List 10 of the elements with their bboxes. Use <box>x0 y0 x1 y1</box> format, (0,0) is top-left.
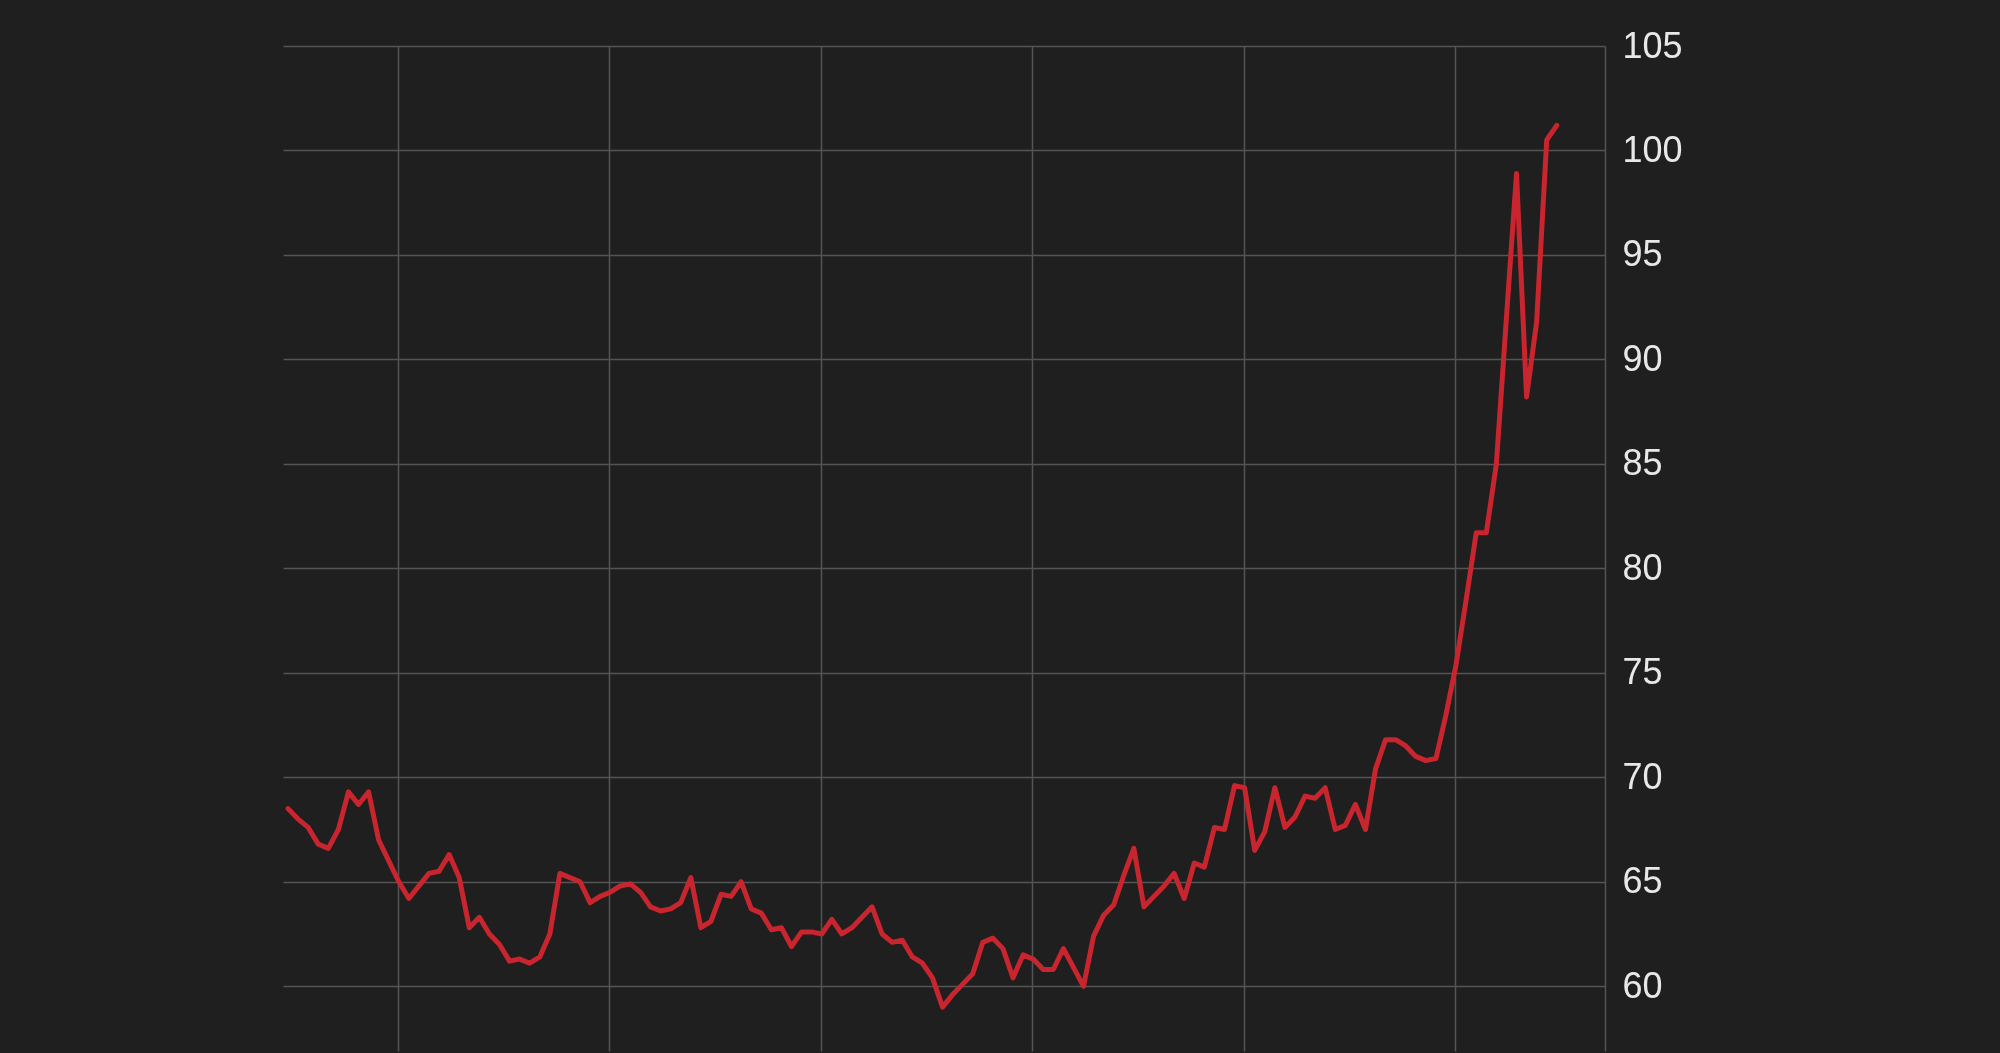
y-tick-label: 105 <box>1622 24 1683 66</box>
y-tick-label: 60 <box>1622 964 1663 1006</box>
y-tick-label: 85 <box>1622 442 1663 484</box>
y-tick-label: 75 <box>1622 651 1663 693</box>
y-tick-label: 65 <box>1622 860 1663 902</box>
y-tick-label: 70 <box>1622 755 1663 797</box>
y-tick-label: 90 <box>1622 337 1663 379</box>
y-tick-label: 80 <box>1622 546 1663 588</box>
y-tick-label: 95 <box>1622 233 1663 275</box>
y-tick-label: 100 <box>1622 128 1683 170</box>
